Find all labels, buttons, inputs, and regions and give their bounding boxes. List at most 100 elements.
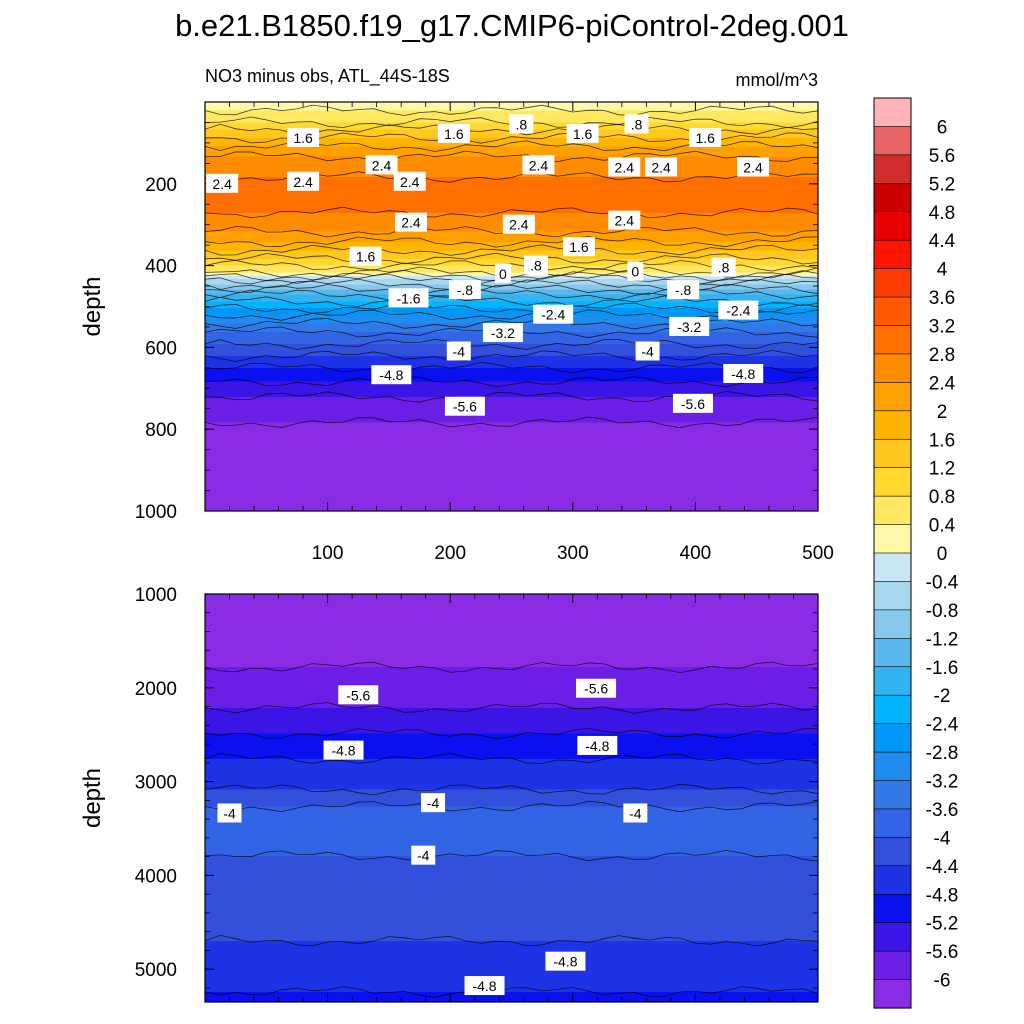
contour-label-box bbox=[365, 155, 398, 175]
colorbar-swatch bbox=[873, 893, 912, 924]
contour-line bbox=[204, 283, 819, 296]
contour-label-box bbox=[627, 261, 644, 281]
contour-label: 2.4 bbox=[608, 157, 641, 177]
colorbar-label: -4.8 bbox=[926, 885, 959, 906]
contour-label-box bbox=[482, 323, 523, 343]
contour-label: 1.6 bbox=[689, 127, 722, 147]
contour-label-box bbox=[672, 393, 713, 413]
contour-label: 1.6 bbox=[287, 127, 320, 147]
contour-label-box bbox=[206, 173, 239, 193]
colorbar-label: 1.2 bbox=[929, 459, 955, 480]
contour-label-box bbox=[577, 735, 618, 755]
contour-label-box bbox=[509, 114, 534, 134]
contour-line bbox=[204, 376, 819, 388]
y-tick-label: 1000 bbox=[135, 502, 177, 523]
contour-label-text: 1.6 bbox=[293, 130, 313, 146]
colorbar-label: 0.8 bbox=[929, 487, 955, 508]
y-tick-label: 4000 bbox=[135, 866, 177, 887]
contour-line bbox=[204, 295, 819, 307]
contour-label-box bbox=[669, 316, 710, 336]
contour-label: -4.8 bbox=[464, 976, 505, 996]
contour-label-box bbox=[437, 123, 470, 143]
contour-label: -4 bbox=[635, 341, 660, 361]
contour-label-box bbox=[623, 803, 648, 823]
contour-label-box bbox=[448, 280, 481, 300]
y-axis-label: depth bbox=[79, 276, 106, 336]
colorbar-swatch bbox=[873, 97, 912, 128]
colorbar-swatch bbox=[873, 808, 912, 838]
y-axis-label: depth bbox=[79, 768, 106, 828]
contour-label-box bbox=[711, 257, 736, 277]
colorbar-swatch bbox=[873, 495, 912, 526]
plot-frame bbox=[204, 593, 819, 1003]
contour-label: -3.2 bbox=[482, 323, 523, 343]
colorbar-swatch bbox=[873, 979, 912, 1009]
contour-label-box bbox=[287, 127, 320, 147]
contour-label-text: -1.6 bbox=[396, 290, 420, 306]
contour-label-text: .8 bbox=[631, 116, 643, 132]
contour-label-box bbox=[444, 396, 485, 416]
colorbar-label: 2.8 bbox=[929, 345, 955, 366]
colorbar-swatch bbox=[873, 211, 912, 241]
contour-line bbox=[204, 244, 819, 256]
contour-label: -4.8 bbox=[545, 951, 586, 971]
contour-label: -4 bbox=[446, 341, 471, 361]
colorbar-label: 5.2 bbox=[929, 174, 955, 195]
contour-line bbox=[204, 727, 819, 740]
colorbar-label: 0.4 bbox=[929, 516, 956, 537]
contour-label: -4 bbox=[623, 803, 648, 823]
contour-label-box bbox=[608, 210, 641, 230]
colorbar-swatch bbox=[873, 552, 912, 583]
contour-label: -5.6 bbox=[444, 396, 485, 416]
contour-label-box bbox=[217, 803, 242, 823]
contour-label-text: 2.4 bbox=[615, 159, 635, 175]
contour-label-box bbox=[446, 341, 471, 361]
contour-label: -5.6 bbox=[576, 678, 617, 698]
contour-label-text: 0 bbox=[631, 264, 639, 280]
contour-label-box bbox=[522, 155, 555, 175]
colorbar-swatch bbox=[873, 126, 912, 156]
colorbar-label: -1.2 bbox=[926, 629, 959, 650]
contour-label-text: .8 bbox=[515, 116, 527, 132]
contour-line bbox=[204, 361, 819, 374]
contour-label-box bbox=[349, 246, 382, 266]
colorbar-swatch bbox=[873, 438, 912, 469]
contour-label-box bbox=[608, 157, 641, 177]
contour-label: -5.6 bbox=[338, 685, 379, 705]
colorbar-label: 4.8 bbox=[929, 203, 955, 224]
contour-line bbox=[204, 289, 819, 301]
y-tick-label: 1000 bbox=[135, 585, 177, 606]
colorbar-swatch bbox=[873, 865, 912, 895]
colorbar-swatch bbox=[873, 410, 912, 440]
contour-label: -5.6 bbox=[672, 393, 713, 413]
colorbar-label: 2 bbox=[937, 402, 948, 423]
colorbar-swatch bbox=[873, 922, 912, 952]
plot-area bbox=[205, 102, 818, 511]
contour-label-box bbox=[689, 127, 722, 147]
colorbar-swatch bbox=[873, 183, 912, 213]
contour-label-text: .8 bbox=[718, 260, 730, 276]
contour-label-text: 2.4 bbox=[509, 217, 529, 233]
contour-label: -4.8 bbox=[323, 740, 364, 760]
contour-label: 2.4 bbox=[394, 212, 427, 232]
colorbar-label: -2 bbox=[934, 686, 951, 707]
contour-label-box bbox=[576, 678, 617, 698]
contour-label-text: -4.8 bbox=[472, 978, 496, 994]
colorbar-label: 2.4 bbox=[929, 373, 956, 394]
contour-label-text: -4 bbox=[427, 795, 440, 811]
contour-label-box bbox=[562, 237, 595, 257]
contour-line bbox=[204, 349, 819, 362]
units-label: mmol/m^3 bbox=[736, 70, 818, 90]
contour-label: -4.8 bbox=[577, 735, 618, 755]
colorbar-label: -2.4 bbox=[926, 715, 959, 736]
contour-line bbox=[204, 302, 819, 314]
contour-label-box bbox=[737, 157, 770, 177]
contour-line bbox=[204, 390, 819, 403]
contour-line bbox=[204, 416, 819, 429]
contour-line bbox=[204, 278, 819, 290]
colorbar-swatch bbox=[873, 467, 912, 497]
contour-label-box bbox=[667, 280, 700, 300]
contour-label-text: -5.6 bbox=[681, 396, 705, 412]
contour-label-box bbox=[494, 263, 511, 283]
colorbar-swatch bbox=[873, 154, 912, 184]
